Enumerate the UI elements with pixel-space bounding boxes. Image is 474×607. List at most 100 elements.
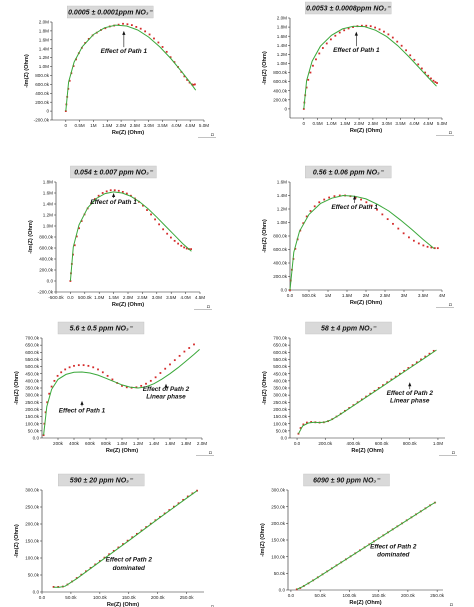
x-tick-label: 0.0 bbox=[39, 595, 46, 600]
x-tick-label: 0 bbox=[65, 123, 68, 128]
data-point bbox=[154, 218, 156, 221]
x-tick-label: 1.5M bbox=[108, 295, 118, 300]
x-tick-label: 600k bbox=[85, 441, 96, 446]
data-point bbox=[413, 58, 416, 61]
data-point bbox=[178, 354, 181, 357]
data-point bbox=[77, 364, 80, 367]
data-point bbox=[409, 54, 412, 57]
data-point bbox=[82, 364, 85, 367]
unit-note: Ω bbox=[211, 604, 215, 607]
data-point bbox=[365, 24, 368, 27]
x-tick-label: 500.0k bbox=[78, 295, 92, 300]
y-tick-label: 600.0k bbox=[35, 82, 49, 87]
data-point bbox=[370, 204, 373, 207]
x-tick-label: 1M bbox=[325, 293, 332, 298]
data-point bbox=[433, 247, 436, 250]
data-point bbox=[173, 359, 176, 362]
x-tick-label: 0.0 bbox=[67, 295, 74, 300]
data-point bbox=[383, 30, 385, 33]
data-point bbox=[153, 37, 155, 40]
x-tick-label: 3.0M bbox=[382, 121, 392, 126]
x-tick-label: -500.0k bbox=[48, 295, 64, 300]
data-point bbox=[392, 222, 394, 225]
concentration-box bbox=[57, 321, 145, 335]
x-tick-label: 1.8M bbox=[181, 441, 191, 446]
x-tick-label: 250.0k bbox=[430, 593, 444, 598]
y-tick-label: 0.0 bbox=[279, 588, 286, 593]
annotation-text: dominated bbox=[377, 552, 410, 559]
x-tick-label: 2.0M bbox=[354, 121, 364, 126]
x-tick-label: 4.5M bbox=[423, 121, 433, 126]
data-point bbox=[430, 77, 432, 80]
y-tick-label: 100.0k bbox=[25, 421, 39, 426]
y-tick-label: 200.0k bbox=[273, 407, 287, 412]
unit-note: Ω bbox=[452, 450, 456, 455]
x-axis-label: Re(Z) (Ohm) bbox=[350, 128, 382, 134]
unit-note: Ω bbox=[450, 602, 454, 607]
x-tick-label: 2.5M bbox=[137, 295, 147, 300]
data-point bbox=[394, 375, 397, 378]
y-tick-label: 1.2M bbox=[39, 55, 49, 60]
x-tick-label: 3.5M bbox=[418, 293, 428, 298]
data-point bbox=[417, 242, 420, 245]
data-point bbox=[186, 495, 189, 498]
y-tick-label: 1.0M bbox=[277, 61, 287, 66]
data-point bbox=[373, 389, 376, 392]
unit-note: Ω bbox=[449, 130, 453, 135]
arrow-head bbox=[122, 30, 126, 35]
data-point bbox=[135, 532, 138, 535]
y-tick-label: 1.0M bbox=[43, 224, 53, 229]
y-tick-label: 300.0k bbox=[25, 393, 39, 398]
y-tick-label: 300.0k bbox=[271, 488, 285, 493]
data-point bbox=[142, 204, 144, 207]
data-point bbox=[295, 588, 298, 591]
data-point bbox=[46, 401, 49, 404]
x-axis-label: Re(Z) (Ohm) bbox=[112, 302, 144, 308]
data-point bbox=[113, 189, 116, 192]
data-point bbox=[173, 61, 176, 63]
data-point bbox=[306, 421, 308, 424]
data-point bbox=[157, 41, 160, 44]
x-tick-label: 4.0M bbox=[409, 121, 419, 126]
panel-2: 0 0.5M 1.0M 1.5M 2.0M 2.5M 3.0M 3.5M 4.0M 4.5M 5.0… bbox=[262, 1, 454, 136]
y-axis-label: -Im(Z) (Ohm) bbox=[262, 371, 268, 405]
data-point bbox=[52, 586, 55, 588]
data-point bbox=[347, 27, 350, 30]
panel-8: 0.0 50.0k 100.0k 150.0k 200.0k 250.0k 0.0 50.0k… bbox=[260, 473, 454, 607]
x-tick-label: 100.0k bbox=[93, 595, 107, 600]
data-point bbox=[139, 27, 142, 30]
data-point bbox=[397, 227, 400, 230]
data-point bbox=[188, 347, 191, 349]
x-tick-label: 3.5M bbox=[395, 121, 405, 126]
data-point bbox=[85, 570, 87, 573]
y-tick-label: 150.0k bbox=[271, 538, 285, 543]
x-axis-label: Re(Z) (Ohm) bbox=[106, 448, 138, 454]
data-point bbox=[146, 209, 148, 211]
data-point bbox=[382, 384, 384, 387]
data-point bbox=[125, 192, 128, 195]
data-point bbox=[168, 509, 171, 511]
y-tick-label: 2.0M bbox=[277, 16, 287, 21]
x-tick-label: 800.0k bbox=[403, 441, 417, 446]
data-point bbox=[78, 227, 80, 230]
annotation-text: Effect of Path 2 bbox=[143, 386, 190, 393]
data-point bbox=[420, 67, 423, 70]
data-point bbox=[190, 248, 192, 250]
y-tick-label: 450.0k bbox=[273, 371, 287, 376]
panel-3: -500.0k 0.0 500.0k 1.0M 1.5M 2.0M 2.5M 3.0M 3.5M… bbox=[28, 165, 212, 310]
data-point bbox=[145, 382, 147, 385]
y-tick-label: 2.0M bbox=[39, 20, 49, 25]
data-point bbox=[159, 515, 161, 518]
x-tick-label: 3.5M bbox=[166, 295, 176, 300]
data-point bbox=[149, 379, 152, 382]
data-point bbox=[328, 196, 331, 199]
data-point bbox=[94, 563, 97, 566]
data-point bbox=[101, 371, 104, 374]
y-tick-label: 150.0k bbox=[273, 414, 287, 419]
data-point bbox=[125, 386, 128, 389]
y-axis-label: -Im(Z) (Ohm) bbox=[24, 54, 30, 88]
x-tick-label: 2.5M bbox=[368, 121, 378, 126]
y-tick-label: 1.0M bbox=[39, 64, 49, 69]
y-tick-label: 1.2M bbox=[43, 213, 53, 218]
data-point bbox=[386, 218, 389, 221]
